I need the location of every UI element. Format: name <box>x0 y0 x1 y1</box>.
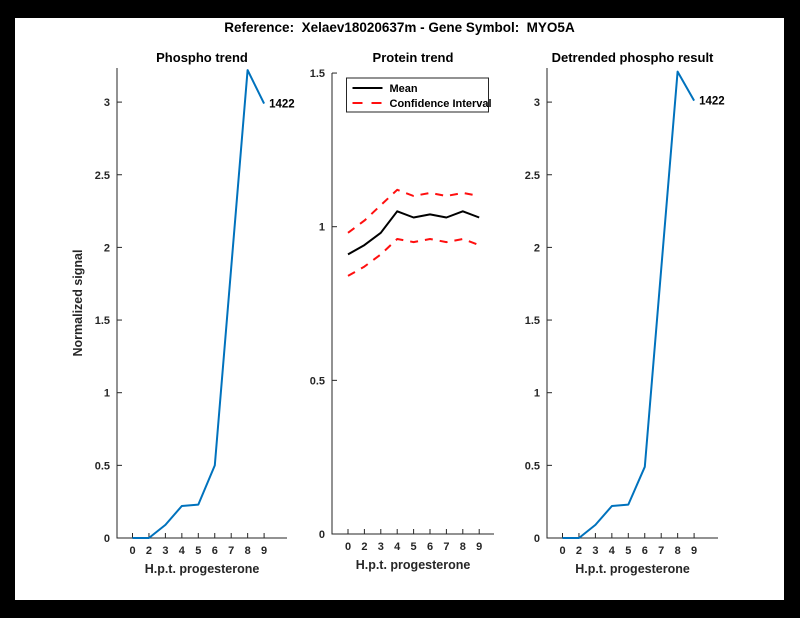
x-tick-label: 0 <box>129 545 135 557</box>
y-tick-label: 2 <box>104 242 110 254</box>
axes-lines <box>331 73 494 535</box>
x-tick-label: 6 <box>642 545 648 557</box>
legend-label-mean: Mean <box>390 83 418 95</box>
x-tick-label: 8 <box>460 541 466 553</box>
y-tick-label: 1 <box>534 388 540 400</box>
y-tick-label: 1.5 <box>310 68 325 80</box>
figure-title: Reference: Xelaev18020637m - Gene Symbol… <box>224 20 575 35</box>
y-tick-label: 0.5 <box>95 460 110 472</box>
x-tick-label: 4 <box>179 545 186 557</box>
x-tick-label: 7 <box>658 545 664 557</box>
x-axis-label: H.p.t. progesterone <box>356 558 471 572</box>
x-tick-label: 5 <box>411 541 417 553</box>
x-tick-label: 8 <box>675 545 681 557</box>
y-tick-label: 0.5 <box>525 460 540 472</box>
annotation-1422: 1422 <box>699 96 725 108</box>
x-tick-label: 2 <box>361 541 367 553</box>
x-tick-label: 9 <box>261 545 267 557</box>
x-tick-label: 3 <box>162 545 168 557</box>
y-axis-label: Normalized signal <box>71 250 85 357</box>
y-tick-label: 2 <box>534 242 540 254</box>
x-tick-label: 2 <box>576 545 582 557</box>
detrended-phospho-line <box>562 70 695 539</box>
ci-lower-line <box>347 238 480 277</box>
axes-lines <box>546 68 718 539</box>
y-tick-label: 3 <box>104 97 110 109</box>
y-tick-label: 2.5 <box>95 170 110 182</box>
x-tick-label: 0 <box>559 545 565 557</box>
x-tick-label: 5 <box>625 545 631 557</box>
legend: Mean Confidence Interval <box>346 77 492 113</box>
y-tick-label: 1.5 <box>525 315 540 327</box>
x-tick-label: 2 <box>146 545 152 557</box>
axes-lines <box>116 68 287 539</box>
x-tick-label: 0 <box>345 541 351 553</box>
x-tick-label: 4 <box>609 545 616 557</box>
y-tick-label: 0.5 <box>310 375 325 387</box>
annotation-1422: 1422 <box>269 99 295 111</box>
y-tick-label: 0 <box>104 533 110 545</box>
y-tick-label: 1 <box>104 388 110 400</box>
x-tick-label: 6 <box>427 541 433 553</box>
x-axis-label: H.p.t. progesterone <box>145 562 260 576</box>
x-tick-label: 4 <box>394 541 401 553</box>
y-tick-label: 0 <box>319 529 325 541</box>
x-tick-label: 5 <box>195 545 201 557</box>
subplot-title: Phospho trend <box>156 50 248 65</box>
ci-upper-line <box>347 188 480 234</box>
subplot-title: Protein trend <box>373 50 454 65</box>
x-axis-label: H.p.t. progesterone <box>575 562 690 576</box>
phospho-signal-line <box>132 69 265 539</box>
subplot-title: Detrended phospho result <box>552 50 714 65</box>
x-tick-label: 7 <box>228 545 234 557</box>
x-tick-label: 7 <box>443 541 449 553</box>
x-tick-label: 9 <box>476 541 482 553</box>
x-tick-label: 9 <box>691 545 697 557</box>
legend-box <box>346 77 489 113</box>
y-tick-label: 0 <box>534 533 540 545</box>
x-tick-label: 8 <box>245 545 251 557</box>
x-tick-label: 3 <box>592 545 598 557</box>
figure-canvas <box>15 18 784 600</box>
x-tick-label: 3 <box>378 541 384 553</box>
legend-label-confidence-interval: Confidence Interval <box>390 98 492 110</box>
x-tick-label: 6 <box>212 545 218 557</box>
y-tick-label: 1 <box>319 222 325 234</box>
y-tick-label: 2.5 <box>525 170 540 182</box>
y-tick-label: 1.5 <box>95 315 110 327</box>
mean-line <box>347 210 480 256</box>
y-tick-label: 3 <box>534 97 540 109</box>
